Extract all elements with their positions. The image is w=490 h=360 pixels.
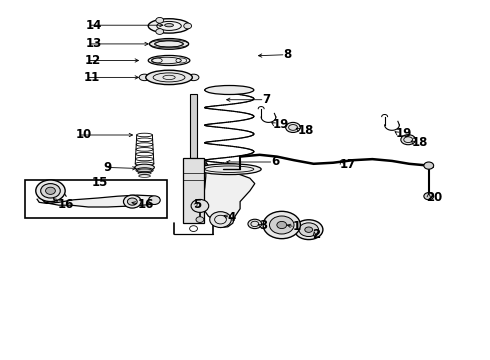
Ellipse shape bbox=[136, 152, 153, 156]
Circle shape bbox=[46, 187, 55, 194]
Circle shape bbox=[210, 212, 231, 228]
Text: 2: 2 bbox=[312, 228, 320, 241]
Ellipse shape bbox=[139, 74, 150, 81]
Ellipse shape bbox=[136, 168, 153, 173]
Ellipse shape bbox=[305, 227, 313, 233]
Text: 19: 19 bbox=[396, 127, 412, 140]
Polygon shape bbox=[183, 158, 204, 223]
Circle shape bbox=[191, 199, 209, 212]
Ellipse shape bbox=[146, 70, 193, 85]
Circle shape bbox=[148, 196, 160, 204]
Ellipse shape bbox=[148, 19, 190, 33]
Circle shape bbox=[156, 17, 164, 23]
Ellipse shape bbox=[165, 23, 173, 27]
Ellipse shape bbox=[135, 164, 154, 171]
Circle shape bbox=[123, 195, 141, 208]
Circle shape bbox=[156, 29, 164, 35]
Text: 8: 8 bbox=[283, 48, 292, 61]
Text: 16: 16 bbox=[137, 198, 153, 211]
Circle shape bbox=[263, 211, 300, 239]
Text: 1: 1 bbox=[293, 220, 301, 233]
Text: 9: 9 bbox=[103, 161, 111, 174]
Circle shape bbox=[41, 184, 60, 198]
Ellipse shape bbox=[136, 143, 153, 147]
Bar bbox=[24, 180, 167, 218]
Circle shape bbox=[424, 193, 434, 200]
Ellipse shape bbox=[299, 223, 318, 237]
Ellipse shape bbox=[294, 220, 323, 240]
Text: 13: 13 bbox=[86, 37, 102, 50]
Text: 16: 16 bbox=[58, 198, 74, 211]
Ellipse shape bbox=[197, 164, 261, 175]
Text: 6: 6 bbox=[271, 156, 279, 168]
Text: 12: 12 bbox=[85, 54, 101, 67]
Text: 11: 11 bbox=[83, 71, 99, 84]
Polygon shape bbox=[190, 94, 197, 158]
Text: 10: 10 bbox=[76, 129, 92, 141]
Circle shape bbox=[190, 226, 197, 231]
Ellipse shape bbox=[135, 157, 154, 161]
Text: 18: 18 bbox=[297, 124, 314, 137]
Ellipse shape bbox=[205, 85, 254, 94]
Circle shape bbox=[184, 23, 192, 29]
Circle shape bbox=[270, 216, 294, 234]
Ellipse shape bbox=[401, 135, 416, 145]
Text: 7: 7 bbox=[262, 93, 270, 106]
Text: 15: 15 bbox=[92, 176, 108, 189]
Polygon shape bbox=[37, 195, 159, 207]
Polygon shape bbox=[203, 162, 255, 228]
Circle shape bbox=[36, 180, 65, 202]
Ellipse shape bbox=[136, 138, 153, 141]
Text: 14: 14 bbox=[86, 19, 102, 32]
Ellipse shape bbox=[148, 55, 190, 66]
Ellipse shape bbox=[137, 133, 152, 137]
Circle shape bbox=[277, 221, 287, 229]
Ellipse shape bbox=[188, 74, 199, 81]
Text: 17: 17 bbox=[340, 158, 356, 171]
Ellipse shape bbox=[286, 122, 300, 132]
Circle shape bbox=[424, 162, 434, 169]
Circle shape bbox=[127, 198, 137, 205]
Ellipse shape bbox=[149, 39, 189, 49]
Ellipse shape bbox=[248, 219, 262, 229]
Ellipse shape bbox=[135, 162, 154, 166]
Text: 19: 19 bbox=[273, 118, 289, 131]
Text: 3: 3 bbox=[259, 219, 267, 232]
Text: 5: 5 bbox=[194, 198, 202, 211]
Text: 4: 4 bbox=[228, 211, 236, 224]
Ellipse shape bbox=[136, 148, 153, 151]
Text: 18: 18 bbox=[412, 136, 428, 149]
Text: 20: 20 bbox=[426, 191, 442, 204]
Circle shape bbox=[196, 217, 204, 222]
